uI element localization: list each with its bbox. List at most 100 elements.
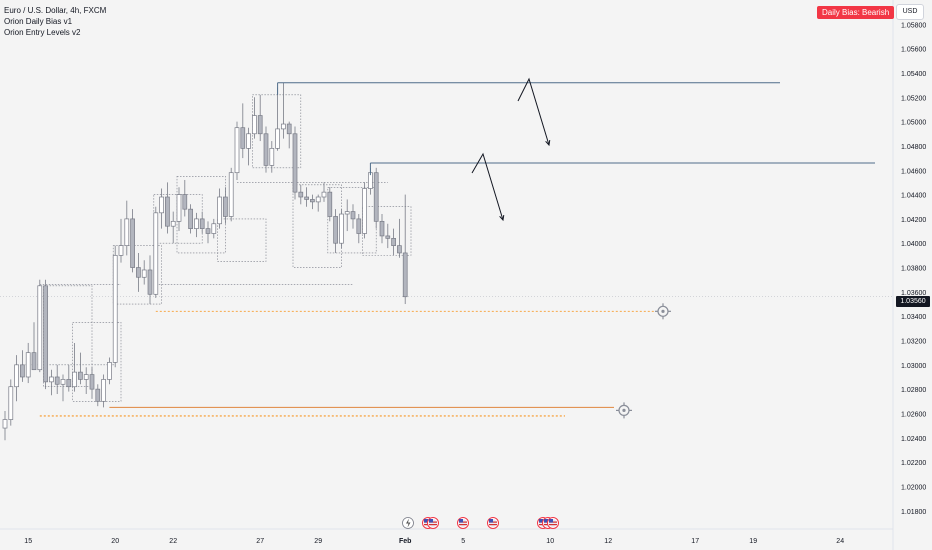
indicator-orion-entry-levels[interactable]: Orion Entry Levels v2 — [4, 28, 81, 37]
candle-body — [298, 191, 304, 198]
y-tick-label: 1.02800 — [901, 387, 926, 394]
crosshair-target-icon[interactable] — [616, 402, 632, 419]
candle-body — [66, 379, 72, 388]
bearish-arrow-path — [517, 77, 550, 146]
candle-body — [153, 212, 159, 295]
candle-body — [402, 252, 408, 298]
candle — [240, 103, 246, 159]
x-tick-label: 5 — [461, 538, 465, 545]
candle — [159, 188, 164, 229]
x-tick-label: 27 — [256, 538, 264, 545]
y-tick-label: 1.04600 — [901, 168, 926, 175]
candle — [136, 252, 141, 292]
flag-canton — [459, 519, 463, 523]
us-flag-event-icon[interactable] — [457, 517, 469, 529]
candle — [333, 209, 338, 253]
candle — [147, 255, 153, 305]
range-box — [252, 94, 302, 169]
symbol-title[interactable]: Euro / U.S. Dollar, 4h, FXCM — [4, 6, 107, 15]
candle — [43, 279, 48, 390]
candle — [211, 218, 217, 239]
lightning-event-icon[interactable] — [402, 517, 414, 529]
candle-body — [60, 379, 66, 385]
candle-body — [211, 223, 217, 234]
candle — [379, 214, 385, 244]
daily-bias-badge: Daily Bias: Bearish — [817, 6, 895, 19]
candle-body — [31, 352, 37, 371]
candle — [118, 218, 124, 263]
candle-body — [385, 235, 391, 239]
indicator-levels — [0, 94, 893, 419]
economic-events[interactable] — [402, 517, 559, 529]
y-tick-label: 1.02600 — [901, 411, 926, 418]
target-dot — [622, 408, 626, 412]
candle — [60, 374, 66, 402]
y-tick-label: 1.05400 — [901, 71, 926, 78]
candle-body — [37, 285, 43, 371]
candle — [165, 182, 170, 234]
time-axis[interactable]: 15 20 22 27 29 Feb 5 10 12 17 19 24 — [24, 538, 844, 545]
x-tick-label: 22 — [169, 538, 177, 545]
candle — [49, 369, 54, 396]
candle — [402, 194, 408, 305]
candle-body — [350, 211, 356, 220]
candle-body — [217, 196, 222, 225]
target-dot — [661, 309, 665, 313]
candle — [107, 357, 112, 385]
candle-body — [49, 376, 54, 383]
candle — [391, 228, 396, 256]
currency-button[interactable]: USD — [896, 4, 924, 20]
x-tick-label: 19 — [749, 538, 757, 545]
candle — [72, 342, 77, 392]
candle-body — [170, 220, 176, 227]
candle — [130, 209, 135, 273]
candle-body — [159, 196, 164, 214]
us-flag-event-icon[interactable] — [487, 517, 499, 529]
candle — [292, 126, 298, 200]
bearish-arrow-path — [471, 152, 504, 221]
us-flag-event-icon[interactable] — [547, 517, 559, 529]
flag-canton — [489, 519, 493, 523]
flag-canton — [549, 519, 553, 523]
candle — [66, 364, 72, 392]
candle — [112, 245, 118, 368]
indicator-orion-daily-bias[interactable]: Orion Daily Bias v1 — [4, 17, 73, 26]
candle — [223, 187, 228, 224]
candle — [170, 211, 176, 244]
candle — [263, 126, 269, 173]
y-tick-label: 1.02000 — [901, 484, 926, 491]
candle-body — [362, 188, 367, 234]
candle-body — [165, 196, 170, 227]
candle — [252, 97, 257, 139]
candle — [2, 411, 8, 441]
crosshair-target-icon[interactable] — [655, 303, 671, 320]
candle — [286, 121, 292, 149]
candle-body — [43, 285, 48, 383]
candle-body — [112, 255, 118, 363]
flag-stripe — [489, 524, 497, 526]
price-axis[interactable]: 1.01800 1.02000 1.02200 1.02400 1.02600 1.028… — [901, 22, 926, 515]
flag-canton — [429, 519, 433, 523]
lightning-glyph — [406, 518, 411, 528]
candle-series — [2, 82, 408, 441]
candle — [176, 187, 182, 232]
flag-canton — [539, 519, 543, 523]
y-tick-label: 1.04800 — [901, 144, 926, 151]
candle — [141, 260, 147, 285]
x-tick-label: 29 — [314, 538, 322, 545]
candle — [89, 367, 95, 399]
candle — [344, 199, 350, 232]
y-tick-label: 1.04000 — [901, 241, 926, 248]
candle — [83, 367, 89, 395]
candle — [373, 167, 379, 229]
candle — [37, 279, 43, 373]
x-tick-label: 10 — [546, 538, 554, 545]
x-tick-label: Feb — [399, 538, 411, 545]
candle-body — [240, 127, 246, 149]
candle-body — [379, 220, 385, 237]
candle-body — [304, 196, 309, 200]
candle — [350, 204, 356, 229]
candle-body — [286, 123, 292, 135]
us-flag-event-icon[interactable] — [427, 517, 439, 529]
